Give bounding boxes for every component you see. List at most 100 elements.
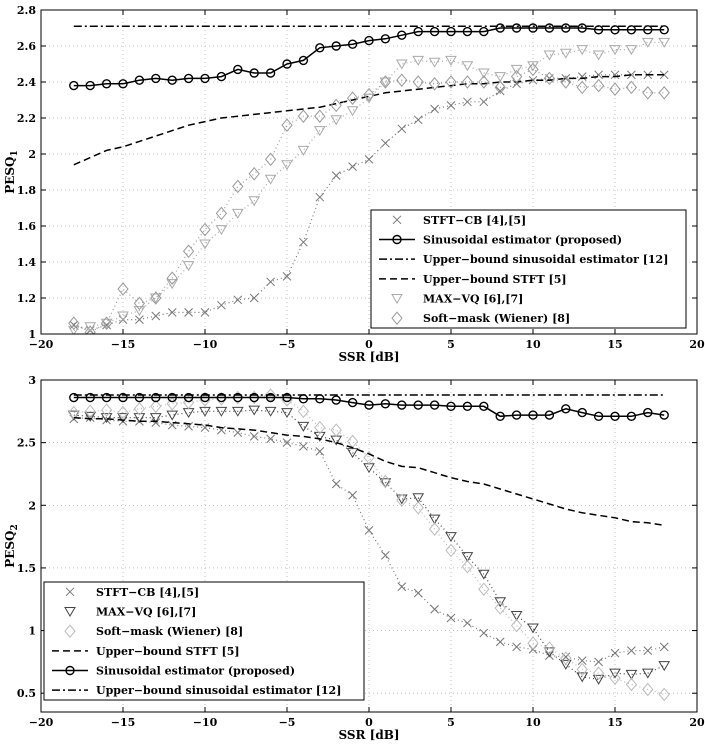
series-1-point-34-b bbox=[610, 648, 620, 658]
series-1-point-15-b bbox=[299, 237, 308, 247]
series-6-point-14 bbox=[281, 118, 293, 132]
series-3-point-25 bbox=[461, 559, 474, 574]
series-2-point-13 bbox=[264, 406, 277, 417]
series-2-point-5 bbox=[134, 75, 145, 85]
series-5-point-35 bbox=[626, 411, 637, 422]
series-1-point-26-b bbox=[479, 628, 489, 638]
series-6-point-7 bbox=[166, 271, 178, 285]
series-3-point-6 bbox=[150, 399, 162, 414]
x-tick-label: −15 bbox=[111, 716, 136, 729]
series-2-point-6 bbox=[149, 413, 162, 424]
series-6-point-6 bbox=[150, 291, 162, 305]
legend: STFT−CB [4],[5] Sinusoidal estimator (pro… bbox=[370, 209, 687, 329]
series-2-point-28 bbox=[511, 23, 522, 33]
series-1-point-22-b bbox=[413, 115, 423, 125]
series-5-point-27 bbox=[495, 411, 505, 422]
series-1-point-28-b bbox=[512, 642, 521, 652]
series-6-point-28 bbox=[510, 69, 523, 84]
series-5-point-5 bbox=[133, 306, 146, 317]
y-axis-label-main: PESQ bbox=[3, 156, 17, 193]
series-5-point-32 bbox=[576, 45, 589, 56]
series-2-point-25 bbox=[462, 26, 473, 37]
series-2-point-32 bbox=[576, 672, 589, 683]
series-6-point-20 bbox=[379, 75, 392, 89]
legend-entry-4: Upper−bound STFT [5] bbox=[423, 273, 567, 286]
series-5-point-21 bbox=[397, 400, 407, 410]
y-tick-label: 0.5 bbox=[17, 687, 36, 700]
series-5-point-12 bbox=[249, 392, 259, 403]
series-6-point-34 bbox=[609, 82, 621, 96]
series-6-point-31 bbox=[560, 75, 572, 89]
y-tick-label: 1.5 bbox=[17, 562, 36, 575]
series-1-point-36-b bbox=[643, 646, 653, 655]
legend-marker-1-b bbox=[65, 587, 75, 597]
series-2-point-36 bbox=[641, 668, 654, 679]
series-5-point-19 bbox=[363, 93, 375, 104]
series-5-point-8 bbox=[182, 261, 195, 272]
series-6-point-10 bbox=[215, 206, 228, 221]
series-2-point-12 bbox=[248, 405, 261, 416]
series-5-point-37 bbox=[659, 410, 669, 420]
series-1-point-12-b bbox=[249, 293, 259, 303]
series-1-point-8-b bbox=[184, 308, 193, 317]
series-5-point-26 bbox=[477, 68, 490, 79]
x-tick-label: −10 bbox=[193, 338, 218, 351]
series-5-point-22 bbox=[412, 55, 425, 66]
legend-marker-5 bbox=[391, 294, 403, 304]
series-3-point-30 bbox=[543, 641, 556, 655]
series-1-point-32-b bbox=[577, 656, 587, 665]
y-tick-label: 1.2 bbox=[17, 292, 36, 305]
series-3-point-34 bbox=[609, 671, 621, 685]
series-6-point-1 bbox=[68, 316, 80, 330]
legend-entry-3: Upper−bound sinusoidal estimator [12] bbox=[423, 253, 668, 266]
series-3-point-35 bbox=[625, 677, 638, 692]
x-axis-label: SSR [dB] bbox=[338, 728, 399, 742]
legend-entry-5: Sinusoidal estimator (proposed) bbox=[96, 665, 295, 678]
series-6-point-3 bbox=[100, 316, 113, 330]
series-2-point-37 bbox=[659, 25, 669, 35]
series-5-point-18 bbox=[346, 106, 359, 117]
series-2-point-4 bbox=[117, 413, 129, 424]
series-6-point-32 bbox=[576, 80, 588, 95]
series-5-point-13 bbox=[264, 174, 277, 185]
series-1-point-25-b bbox=[463, 618, 472, 628]
legend-entry-2: Sinusoidal estimator (proposed) bbox=[423, 234, 622, 247]
series-6-point-24 bbox=[445, 75, 457, 89]
series-2-point-1 bbox=[69, 80, 79, 91]
legend-marker-3 bbox=[64, 624, 76, 638]
series-2-point-9 bbox=[200, 73, 210, 84]
series-2-point-34 bbox=[609, 668, 621, 679]
legend-box bbox=[370, 209, 687, 329]
y-tick-label: 2 bbox=[28, 148, 36, 161]
series-1-point-24-b bbox=[446, 613, 456, 623]
series-1-point-37-b bbox=[659, 642, 669, 652]
x-tick-label: −5 bbox=[279, 716, 296, 729]
y-axis-label-main: PESQ bbox=[3, 530, 17, 567]
series-6-point-13 bbox=[264, 152, 277, 167]
series-line-5 bbox=[73, 396, 665, 418]
x-tick-label: −20 bbox=[29, 716, 54, 729]
series-1-point-13-b bbox=[266, 277, 275, 287]
series-1-point-14-b bbox=[282, 438, 292, 447]
x-tick-label: −20 bbox=[29, 338, 54, 351]
series-5-point-2 bbox=[85, 392, 95, 403]
legend-entry-1: STFT−CB [4],[5] bbox=[96, 586, 199, 599]
series-6-point-11 bbox=[232, 179, 244, 194]
series-3-point-23 bbox=[428, 522, 441, 536]
series-5-point-28 bbox=[511, 410, 522, 420]
series-5-point-9 bbox=[200, 392, 210, 403]
series-2-point-6 bbox=[151, 73, 161, 84]
series-6-point-36 bbox=[642, 86, 654, 100]
series-2-point-14 bbox=[281, 408, 293, 419]
series-2-point-31 bbox=[559, 659, 572, 670]
series-1-point-16-b bbox=[315, 192, 325, 202]
series-2-point-3 bbox=[100, 413, 113, 424]
series-1-point-12-b bbox=[249, 432, 259, 441]
series-2-point-2 bbox=[84, 411, 97, 422]
series-5-point-17 bbox=[330, 115, 343, 126]
series-6-point-16 bbox=[314, 109, 326, 123]
series-6-point-22 bbox=[412, 75, 424, 89]
series-2-point-8 bbox=[182, 408, 195, 419]
series-1-point-23-b bbox=[430, 104, 439, 114]
series-5-point-33 bbox=[592, 50, 605, 61]
